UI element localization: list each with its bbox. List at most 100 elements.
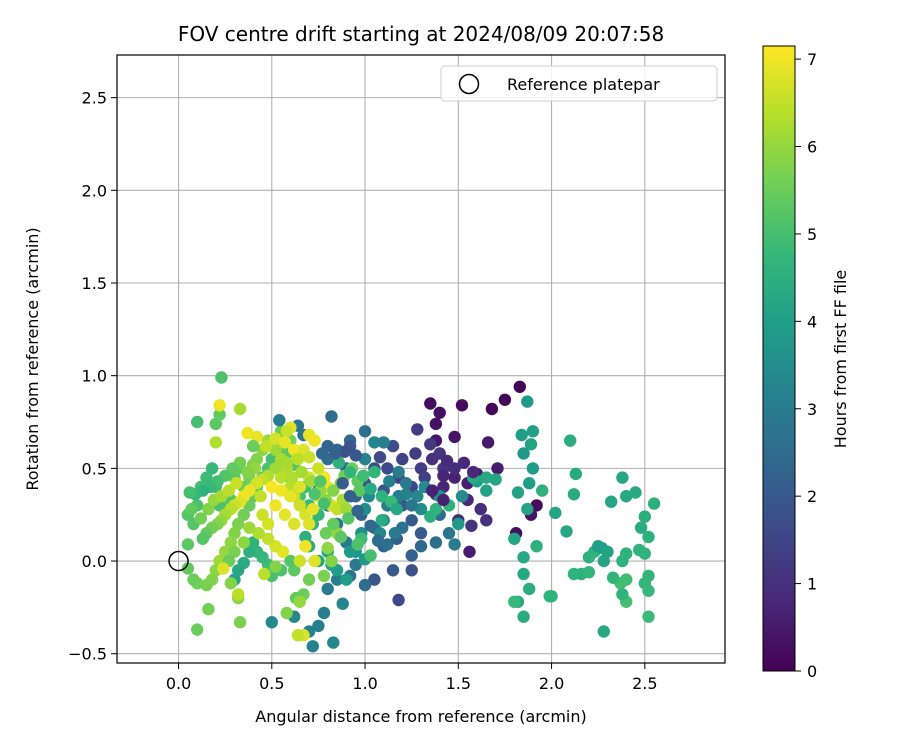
x-tick-label: 0.0 [166,674,191,693]
data-point [312,462,325,475]
data-point [284,554,297,568]
data-point [414,540,428,553]
data-point [597,554,610,568]
data-point [405,549,418,562]
reference-marker [168,550,189,572]
data-point [217,562,230,575]
data-point [265,452,278,466]
data-point [448,462,461,475]
data-point [200,471,213,484]
data-point [371,534,385,547]
data-point [312,619,325,633]
data-point [642,610,655,623]
data-point [364,549,377,562]
data-point [489,473,502,486]
data-point [526,462,540,475]
data-point [187,573,200,586]
data-point [485,402,499,416]
data-point [358,425,372,438]
data-point [306,640,319,653]
data-point [424,438,437,451]
data-point [256,508,269,521]
data-point [463,545,476,558]
data-point [183,486,196,499]
data-point [564,434,577,447]
data-point [349,558,362,571]
data-point [523,477,536,490]
data-point [549,506,562,520]
data-point [243,521,256,534]
data-point [642,530,655,544]
data-point [284,480,297,494]
data-point [508,595,521,608]
data-point [317,497,331,510]
x-tick-label: 2.0 [539,674,564,693]
data-point [388,527,402,540]
plot-frame [116,54,726,664]
data-point [498,393,512,406]
data-point [291,629,305,642]
y-tick-label: −0.5 [68,645,107,664]
data-point [299,540,312,553]
data-point [399,477,413,490]
y-axis-label: Rotation from reference (arcmin) [23,227,42,490]
data-point [278,508,292,521]
data-point [620,547,633,560]
data-point [521,502,534,516]
data-point [233,616,247,629]
data-point [381,462,394,475]
data-point [308,554,321,568]
colorbar-tick-label: 1 [807,575,817,594]
data-point [351,538,364,551]
x-axis-label: Angular distance from reference (arcmin) [255,707,586,726]
data-point [375,514,388,527]
data-point [386,439,400,453]
y-axis-ticks: −0.5 0.0 0.5 1.0 1.5 2.0 2.5 [68,89,117,664]
data-point [523,582,536,596]
data-point [265,480,278,494]
data-point [530,499,543,512]
data-point [332,456,346,469]
data-point [230,477,243,490]
data-point [302,451,316,464]
data-point [381,538,394,551]
data-point [261,517,275,531]
data-point [293,554,306,568]
data-point [330,502,344,516]
data-point [642,584,655,597]
data-point [205,462,219,475]
data-point [455,399,469,412]
y-tick-label: 0.5 [82,459,107,478]
data-point [414,502,428,516]
legend-box [440,65,718,102]
data-point [358,452,372,466]
data-point [241,465,254,479]
data-point [191,415,204,429]
data-point [269,432,282,445]
colorbar-tick-label: 0 [807,662,817,681]
colorbar: 0 1 2 3 4 5 6 7 Hours from first FF file [762,45,850,681]
data-point [302,517,316,531]
data-point [442,527,456,540]
data-point [237,508,250,521]
data-points [181,371,661,653]
data-point [543,590,556,603]
data-point [200,578,213,592]
data-point [273,414,286,427]
data-point [269,443,282,456]
data-point [246,439,260,453]
data-point [349,449,362,462]
data-point [517,567,530,581]
data-point [194,512,208,525]
data-point [373,451,387,464]
data-point [260,439,273,453]
data-point [474,502,487,516]
data-point [467,465,480,479]
data-point [252,527,265,540]
y-tick-label: 2.5 [82,89,107,108]
data-point [480,484,493,497]
data-point [368,465,381,479]
data-point [491,462,504,475]
data-point [269,499,282,512]
data-point [243,545,256,558]
